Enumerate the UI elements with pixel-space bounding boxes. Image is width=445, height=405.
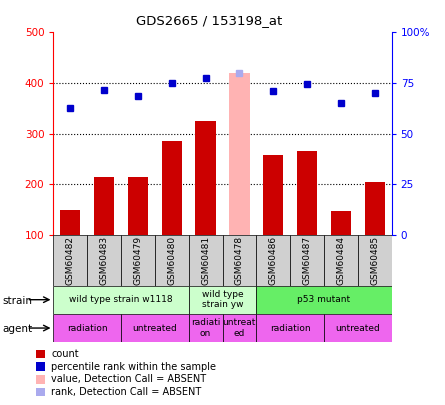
Text: GSM60479: GSM60479 bbox=[134, 236, 142, 285]
Bar bbox=[263, 155, 283, 286]
Text: GSM60481: GSM60481 bbox=[201, 236, 210, 285]
Text: GSM60487: GSM60487 bbox=[303, 236, 312, 285]
Bar bbox=[189, 235, 222, 286]
Bar bbox=[195, 121, 216, 286]
Text: value, Detection Call = ABSENT: value, Detection Call = ABSENT bbox=[51, 375, 206, 384]
Bar bbox=[256, 235, 290, 286]
Text: p53 mutant: p53 mutant bbox=[297, 295, 351, 304]
Bar bbox=[53, 235, 87, 286]
Bar bbox=[87, 235, 121, 286]
Bar bbox=[324, 314, 392, 342]
Bar bbox=[162, 141, 182, 286]
Bar bbox=[222, 235, 256, 286]
Text: untreated: untreated bbox=[336, 324, 380, 333]
Text: GSM60483: GSM60483 bbox=[100, 236, 109, 285]
Bar bbox=[53, 286, 189, 314]
Bar bbox=[358, 235, 392, 286]
Bar bbox=[331, 211, 351, 286]
Text: GSM60482: GSM60482 bbox=[66, 236, 75, 285]
Text: untreat
ed: untreat ed bbox=[223, 318, 256, 338]
Text: GSM60478: GSM60478 bbox=[235, 236, 244, 285]
Text: strain: strain bbox=[2, 296, 32, 306]
Bar bbox=[222, 314, 256, 342]
Bar bbox=[121, 314, 189, 342]
Bar bbox=[53, 314, 121, 342]
Text: radiati
on: radiati on bbox=[191, 318, 220, 338]
Bar bbox=[297, 151, 317, 286]
Bar bbox=[229, 73, 250, 286]
Text: GSM60484: GSM60484 bbox=[336, 236, 345, 285]
Bar bbox=[290, 235, 324, 286]
Text: percentile rank within the sample: percentile rank within the sample bbox=[51, 362, 216, 371]
Bar bbox=[128, 177, 148, 286]
Text: GDS2665 / 153198_at: GDS2665 / 153198_at bbox=[136, 14, 282, 27]
Text: radiation: radiation bbox=[67, 324, 108, 333]
Text: wild type
strain yw: wild type strain yw bbox=[202, 290, 243, 309]
Text: GSM60485: GSM60485 bbox=[370, 236, 379, 285]
Bar bbox=[189, 286, 256, 314]
Text: rank, Detection Call = ABSENT: rank, Detection Call = ABSENT bbox=[51, 388, 202, 397]
Bar bbox=[155, 235, 189, 286]
Bar bbox=[256, 286, 392, 314]
Text: count: count bbox=[51, 349, 79, 358]
Text: radiation: radiation bbox=[270, 324, 311, 333]
Text: agent: agent bbox=[2, 324, 32, 334]
Bar bbox=[189, 314, 222, 342]
Bar bbox=[60, 210, 81, 286]
Text: untreated: untreated bbox=[133, 324, 177, 333]
Bar bbox=[256, 314, 324, 342]
Bar bbox=[121, 235, 155, 286]
Text: GSM60486: GSM60486 bbox=[269, 236, 278, 285]
Text: GSM60480: GSM60480 bbox=[167, 236, 176, 285]
Bar bbox=[94, 177, 114, 286]
Text: wild type strain w1118: wild type strain w1118 bbox=[69, 295, 173, 304]
Bar bbox=[324, 235, 358, 286]
Bar bbox=[364, 182, 385, 286]
